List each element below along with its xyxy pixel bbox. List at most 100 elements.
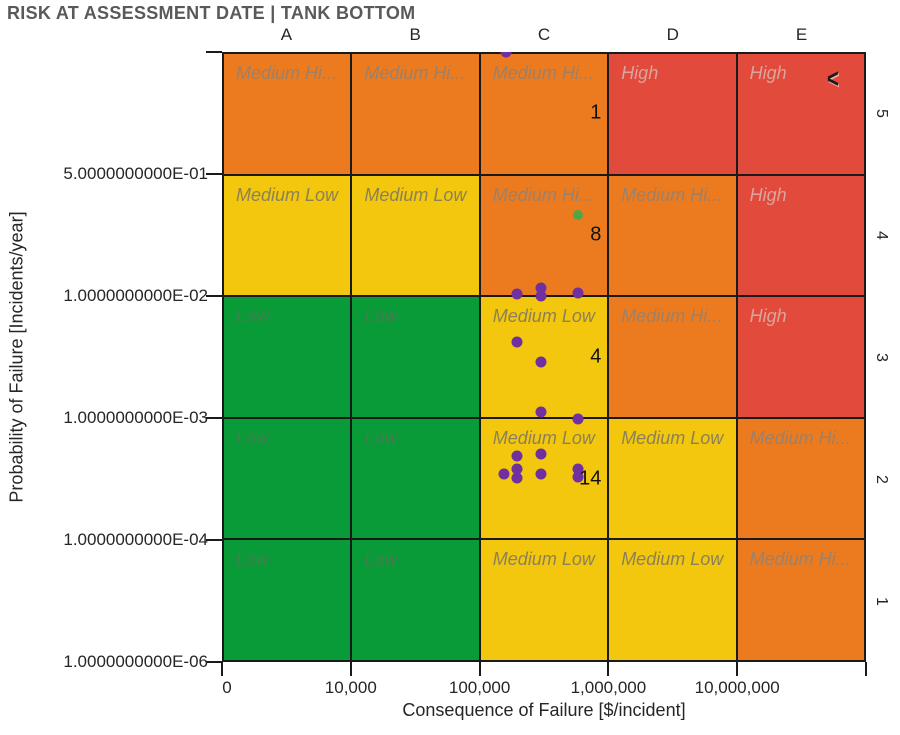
matrix-cell-D4[interactable]: Medium Hi...	[609, 175, 736, 296]
data-point[interactable]	[572, 471, 584, 483]
cell-label: Low	[364, 427, 398, 448]
chevron-left-icon[interactable]: <	[827, 64, 839, 95]
data-point[interactable]	[572, 413, 584, 425]
data-point[interactable]	[511, 463, 523, 475]
cell-label: Medium Low	[621, 549, 724, 570]
row-header-4: 4	[873, 230, 890, 240]
data-point[interactable]	[535, 448, 547, 460]
cell-label: Medium Hi...	[749, 549, 851, 570]
matrix-cell-D1[interactable]: Medium Low	[609, 540, 736, 660]
matrix-cell-B5[interactable]: Medium Hi...	[352, 54, 479, 174]
matrix-cell-E3[interactable]: High	[737, 297, 864, 417]
cell-label: Low	[236, 549, 270, 570]
data-point[interactable]	[535, 406, 547, 418]
x-tick-label: 10,000	[324, 678, 377, 697]
y-tick-mark	[206, 539, 222, 541]
cell-label: High	[749, 306, 787, 327]
x-tick-mark	[221, 662, 223, 676]
y-tick-mark	[206, 661, 222, 663]
column-header-A: A	[280, 25, 293, 44]
data-point[interactable]	[535, 356, 547, 368]
data-point[interactable]	[498, 468, 510, 480]
column-header-B: B	[409, 25, 421, 44]
matrix-cell-A4[interactable]: Medium Low	[224, 175, 351, 296]
data-point[interactable]	[535, 282, 547, 294]
y-tick-label: 5.0000000000E-01	[63, 164, 208, 183]
data-point[interactable]	[500, 52, 512, 58]
matrix-cell-C5[interactable]: Medium Hi...	[480, 54, 608, 174]
x-tick-mark	[865, 662, 867, 676]
cell-label: Low	[364, 306, 398, 327]
matrix-cell-A5[interactable]: Medium Hi...	[224, 54, 351, 174]
data-point[interactable]	[511, 336, 523, 348]
cell-label: Medium Hi...	[492, 63, 594, 83]
matrix-cell-E1[interactable]: Medium Hi...	[737, 540, 864, 660]
data-point[interactable]	[572, 209, 583, 220]
y-tick-mark	[206, 51, 222, 53]
cell-label: High	[621, 63, 659, 83]
cell-label: Low	[364, 549, 398, 570]
cell-label: Medium Hi...	[621, 184, 723, 205]
cell-label: Medium Low	[236, 184, 339, 205]
cell-label: Medium Low	[492, 306, 595, 327]
chart-title: RISK AT ASSESSMENT DATE | TANK BOTTOM	[7, 3, 416, 23]
data-point[interactable]	[535, 468, 547, 480]
risk-matrix-grid: Medium Hi... Medium Hi... Medium Hi... High…	[222, 52, 866, 662]
data-point[interactable]	[535, 290, 547, 302]
data-point[interactable]	[572, 463, 584, 475]
y-tick-label: 1.0000000000E-02	[63, 286, 208, 305]
matrix-cell-C4[interactable]: Medium Hi...	[480, 175, 608, 296]
x-tick-label: 100,000	[448, 678, 511, 697]
y-tick-label: 1.0000000000E-06	[63, 652, 208, 671]
matrix-cell-A2[interactable]: Low	[224, 418, 351, 539]
y-tick-mark	[206, 295, 222, 297]
data-point[interactable]	[511, 472, 523, 484]
matrix-cell-D3[interactable]: Medium Hi...	[609, 297, 736, 417]
matrix-cell-E4[interactable]: High	[737, 175, 864, 296]
matrix-cell-A1[interactable]: Low	[224, 540, 351, 660]
matrix-cell-A3[interactable]: Low	[224, 297, 351, 417]
x-tick-label: 1,000,000	[570, 678, 647, 697]
data-point[interactable]	[572, 287, 584, 299]
scatter-points-layer	[222, 52, 866, 662]
cell-count-C4: 8	[590, 223, 602, 246]
matrix-cell-E2[interactable]: Medium Hi...	[737, 418, 864, 539]
matrix-cell-E5[interactable]: High	[737, 54, 864, 174]
x-tick-mark	[736, 662, 739, 676]
cell-count-C5: 1	[590, 101, 602, 124]
matrix-cell-D5[interactable]: High	[609, 54, 736, 174]
matrix-cell-D2[interactable]: Medium Low	[609, 418, 736, 539]
matrix-cell-C1[interactable]: Medium Low	[480, 540, 608, 660]
data-point[interactable]	[511, 450, 523, 462]
column-header-D: D	[666, 25, 679, 44]
cell-label: Medium Hi...	[364, 63, 466, 83]
x-axis-title: Consequence of Failure [$/incident]	[402, 700, 686, 720]
cell-label: Medium Hi...	[236, 63, 338, 83]
column-header-C: C	[537, 25, 551, 44]
x-tick-mark	[478, 662, 481, 676]
matrix-cell-B1[interactable]: Low	[352, 540, 479, 660]
cell-label: High	[749, 63, 787, 83]
cell-label: Medium Hi...	[492, 184, 594, 205]
cell-label: Low	[236, 427, 270, 448]
y-tick-label: 1.0000000000E-04	[63, 530, 208, 549]
matrix-plot-area: Medium Hi... Medium Hi... Medium Hi... High…	[222, 52, 866, 662]
matrix-cell-B3[interactable]: Low	[352, 297, 479, 417]
cell-label: Medium Low	[364, 184, 467, 205]
cell-label: Low	[236, 306, 270, 327]
matrix-cell-B4[interactable]: Medium Low	[352, 175, 479, 296]
y-tick-mark	[206, 417, 222, 419]
data-point[interactable]	[511, 288, 523, 300]
cell-count-C2: 14	[579, 467, 602, 490]
row-header-2: 2	[873, 474, 890, 484]
cell-label: Medium Low	[621, 427, 724, 448]
x-tick-label: 0	[222, 678, 232, 697]
row-header-1: 1	[873, 596, 890, 606]
cell-label: Medium Low	[492, 427, 595, 448]
row-header-3: 3	[873, 352, 890, 362]
cell-label: Medium Low	[492, 549, 595, 570]
row-header-5: 5	[873, 108, 890, 118]
cell-label: Medium Hi...	[749, 427, 851, 448]
matrix-cell-B2[interactable]: Low	[352, 418, 479, 539]
